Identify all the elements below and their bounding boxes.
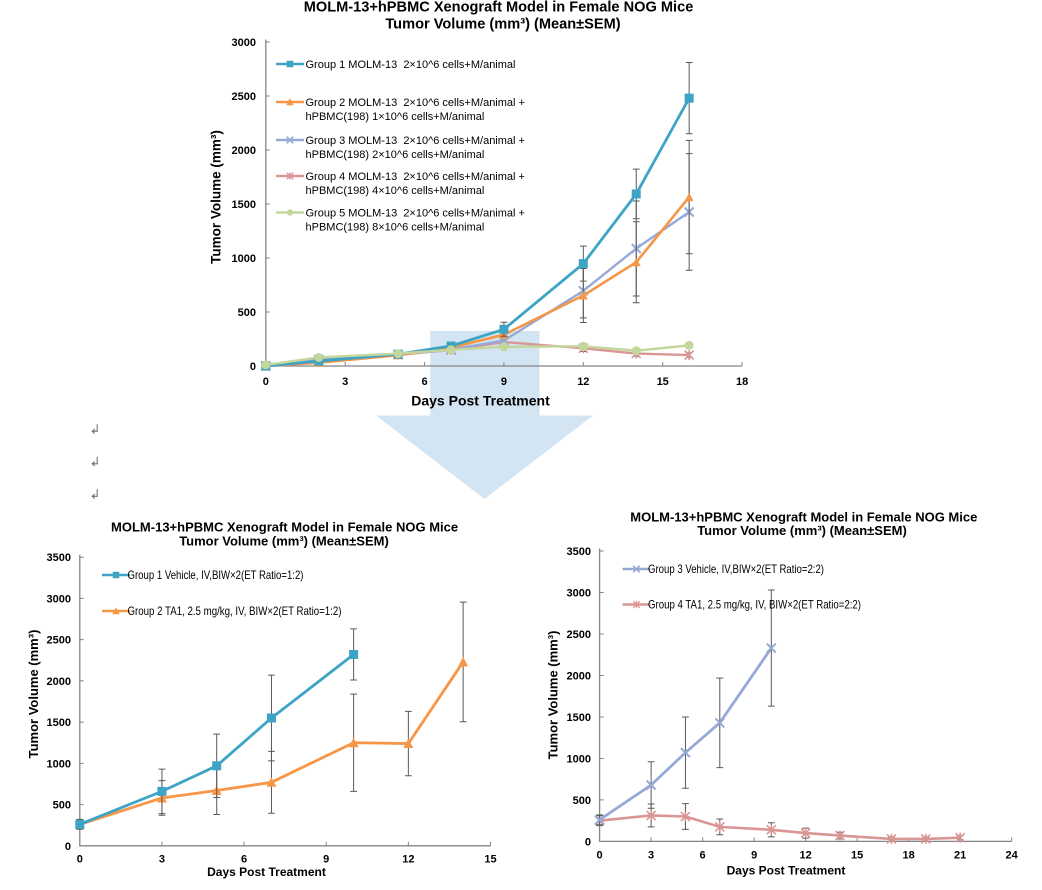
svg-text:3: 3 xyxy=(342,376,348,388)
svg-text:hPBMC(198) 8×10^6 cells+M/anim: hPBMC(198) 8×10^6 cells+M/animal xyxy=(306,222,485,234)
svg-text:3500: 3500 xyxy=(47,552,71,564)
svg-text:Group 4 MOLM-13 2×10^6 cells+: Group 4 MOLM-13 2×10^6 cells+M/animal + xyxy=(306,171,525,183)
svg-text:6: 6 xyxy=(241,854,247,866)
svg-text:3000: 3000 xyxy=(567,588,591,600)
svg-text:0: 0 xyxy=(263,376,269,388)
svg-text:Tumor Volume (mm³) (Mean±SEM): Tumor Volume (mm³) (Mean±SEM) xyxy=(697,523,907,538)
svg-text:9: 9 xyxy=(323,854,329,866)
svg-text:3: 3 xyxy=(159,854,165,866)
svg-text:18: 18 xyxy=(903,850,915,862)
svg-text:Days Post Treatment: Days Post Treatment xyxy=(207,865,326,879)
svg-text:1500: 1500 xyxy=(567,712,591,724)
svg-text:12: 12 xyxy=(800,850,812,862)
svg-text:24: 24 xyxy=(1006,850,1019,862)
svg-text:18: 18 xyxy=(736,376,748,388)
svg-text:MOLM-13+hPBMC Xenograft Model: MOLM-13+hPBMC Xenograft Model in Female … xyxy=(111,520,458,535)
svg-text:6: 6 xyxy=(700,850,706,862)
svg-text:hPBMC(198) 4×10^6 cells+M/anim: hPBMC(198) 4×10^6 cells+M/animal xyxy=(306,185,485,197)
svg-text:Group 1 MOLM-13 2×10^6 cells+: Group 1 MOLM-13 2×10^6 cells+M/animal xyxy=(306,59,516,71)
svg-text:Group 3 MOLM-13 2×10^6 cells+: Group 3 MOLM-13 2×10^6 cells+M/animal + xyxy=(306,135,525,147)
svg-text:3: 3 xyxy=(648,850,654,862)
svg-text:1000: 1000 xyxy=(567,753,591,765)
svg-text:500: 500 xyxy=(53,800,71,812)
svg-text:21: 21 xyxy=(954,850,966,862)
svg-text:1000: 1000 xyxy=(232,253,256,265)
svg-text:Tumor Volume (mm³): Tumor Volume (mm³) xyxy=(209,130,224,264)
svg-text:0: 0 xyxy=(77,854,83,866)
svg-text:2000: 2000 xyxy=(232,145,256,157)
svg-text:MOLM-13+hPBMC Xenograft Model: MOLM-13+hPBMC Xenograft Model in Female … xyxy=(630,510,977,525)
svg-text:hPBMC(198) 1×10^6 cells+M/anim: hPBMC(198) 1×10^6 cells+M/animal xyxy=(306,111,485,123)
svg-text:1000: 1000 xyxy=(47,758,71,770)
svg-text:9: 9 xyxy=(501,376,507,388)
svg-text:Tumor Volume (mm³): Tumor Volume (mm³) xyxy=(546,631,561,760)
svg-text:9: 9 xyxy=(751,850,757,862)
svg-text:3000: 3000 xyxy=(232,37,256,49)
svg-text:Group 2 TA1, 2.5 mg/kg, IV, BI: Group 2 TA1, 2.5 mg/kg, IV, BIW×2(ET Rat… xyxy=(128,604,342,618)
svg-text:Group 5 MOLM-13 2×10^6 cells+: Group 5 MOLM-13 2×10^6 cells+M/animal + xyxy=(306,208,525,220)
svg-text:3500: 3500 xyxy=(567,546,591,558)
svg-text:2500: 2500 xyxy=(47,635,71,647)
svg-text:15: 15 xyxy=(851,850,863,862)
svg-text:Days Post Treatment: Days Post Treatment xyxy=(411,393,550,409)
svg-text:1500: 1500 xyxy=(47,717,71,729)
svg-text:Tumor Volume (mm³) (Mean±SEM): Tumor Volume (mm³) (Mean±SEM) xyxy=(179,534,389,549)
svg-text:0: 0 xyxy=(597,850,603,862)
svg-text:Group 4 TA1, 2.5 mg/kg, IV, BI: Group 4 TA1, 2.5 mg/kg, IV, BIW×2(ET Rat… xyxy=(648,598,861,612)
svg-text:Group 2 MOLM-13 2×10^6 cells+: Group 2 MOLM-13 2×10^6 cells+M/animal + xyxy=(306,97,525,109)
svg-text:2500: 2500 xyxy=(232,91,256,103)
svg-text:2000: 2000 xyxy=(47,676,71,688)
svg-text:Group 1 Vehicle, IV,BIW×2(ET R: Group 1 Vehicle, IV,BIW×2(ET Ratio=1:2) xyxy=(128,568,304,582)
svg-text:Days Post Treatment: Days Post Treatment xyxy=(727,864,846,878)
svg-text:15: 15 xyxy=(484,854,496,866)
svg-text:3000: 3000 xyxy=(47,593,71,605)
svg-text:Group 3 Vehicle, IV,BIW×2(ET R: Group 3 Vehicle, IV,BIW×2(ET Ratio=2:2) xyxy=(648,562,824,576)
svg-text:2500: 2500 xyxy=(567,629,591,641)
svg-text:Tumor Volume (mm³): Tumor Volume (mm³) xyxy=(26,630,41,759)
svg-text:0: 0 xyxy=(65,841,71,853)
svg-text:Tumor Volume (mm³) (Mean±SEM): Tumor Volume (mm³) (Mean±SEM) xyxy=(385,17,620,33)
svg-text:hPBMC(198) 2×10^6 cells+M/anim: hPBMC(198) 2×10^6 cells+M/animal xyxy=(306,149,485,161)
svg-text:1500: 1500 xyxy=(232,199,256,211)
svg-text:500: 500 xyxy=(238,307,256,319)
svg-text:15: 15 xyxy=(657,376,669,388)
svg-text:2000: 2000 xyxy=(567,670,591,682)
svg-text:12: 12 xyxy=(402,854,414,866)
svg-text:MOLM-13+hPBMC Xenograft Model: MOLM-13+hPBMC Xenograft Model in Female … xyxy=(304,0,694,16)
svg-text:6: 6 xyxy=(421,376,427,388)
svg-text:0: 0 xyxy=(585,836,591,848)
svg-text:500: 500 xyxy=(573,795,591,807)
svg-text:12: 12 xyxy=(577,376,589,388)
svg-text:0: 0 xyxy=(250,361,256,373)
